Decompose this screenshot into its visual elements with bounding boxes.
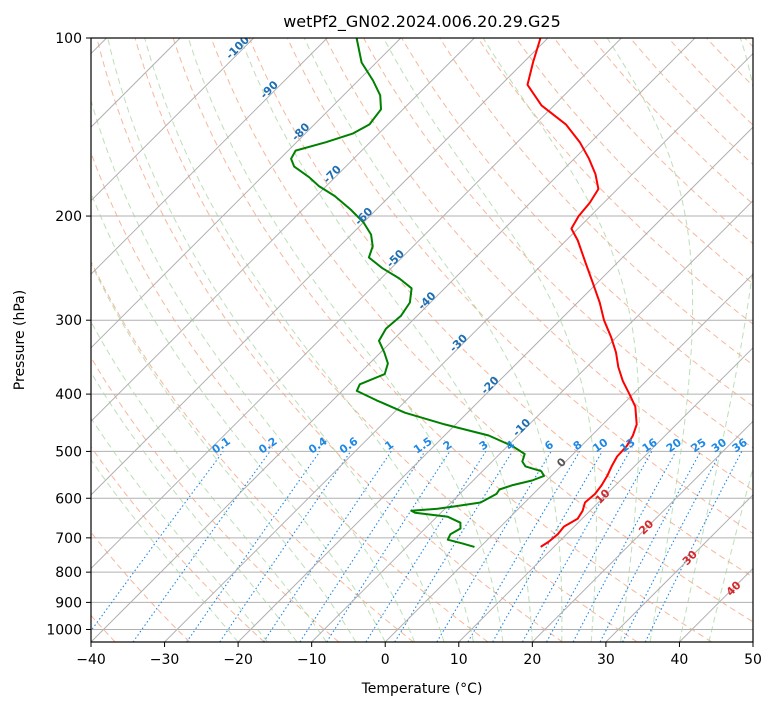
isotherm-line bbox=[311, 199, 753, 642]
mixing-ratio-line bbox=[394, 451, 513, 642]
mixing-ratio-line bbox=[91, 451, 224, 632]
dry-adiabat bbox=[210, 38, 753, 623]
pressure-gridlines bbox=[91, 38, 753, 630]
x-tick-label: 40 bbox=[671, 652, 689, 668]
isotherm-line bbox=[91, 38, 328, 275]
isotherm-line bbox=[91, 38, 475, 423]
mixing-ratio-line bbox=[299, 451, 426, 642]
y-tick-label: 400 bbox=[55, 387, 82, 403]
mixing-ratio-line bbox=[572, 451, 677, 642]
mixing-ratio-line bbox=[522, 451, 631, 642]
mixing-ratio-line bbox=[644, 451, 743, 642]
plot-area bbox=[91, 38, 753, 642]
moist-adiabats bbox=[91, 38, 753, 642]
moist-adiabat bbox=[187, 38, 504, 642]
isotherm-line bbox=[91, 38, 549, 496]
dry-adiabat bbox=[325, 38, 753, 491]
x-tick-label: 0 bbox=[381, 652, 390, 668]
sounding-series bbox=[290, 38, 638, 548]
moist-adiabat bbox=[708, 465, 753, 642]
dry-adiabat bbox=[629, 38, 753, 166]
moist-adiabat bbox=[678, 38, 753, 642]
moist-adiabat bbox=[91, 417, 268, 642]
dry-adiabat bbox=[515, 38, 753, 285]
x-tick-label: −10 bbox=[297, 652, 327, 668]
isotherm-line bbox=[91, 38, 255, 202]
y-tick-label: 100 bbox=[55, 31, 82, 47]
x-tick-label: −20 bbox=[223, 652, 253, 668]
isotherm-line bbox=[458, 347, 753, 642]
moist-adiabat bbox=[240, 38, 533, 642]
y-tick-label: 200 bbox=[55, 209, 82, 225]
x-tick-label: 20 bbox=[523, 652, 541, 668]
y-axis-ticks: 1000 900 800 700 600 500 400 300 200 100 bbox=[46, 31, 91, 638]
y-tick-label: 600 bbox=[55, 491, 82, 507]
chart-title: wetPf2_GN02.2024.006.20.29.G25 bbox=[283, 12, 561, 32]
dry-adiabat bbox=[134, 38, 638, 642]
temperature-line bbox=[526, 38, 638, 548]
isotherm-line bbox=[91, 38, 696, 642]
moist-adiabat bbox=[107, 38, 445, 642]
dry-adiabat bbox=[96, 38, 563, 642]
mixing-ratio-line bbox=[263, 451, 392, 642]
dry-adiabat bbox=[91, 260, 414, 642]
isotherms bbox=[91, 38, 753, 642]
isotherm-line bbox=[605, 494, 753, 642]
mixing-ratio-lines bbox=[91, 451, 743, 642]
y-tick-label: 300 bbox=[55, 313, 82, 329]
x-tick-label: 10 bbox=[450, 652, 468, 668]
plot-frame bbox=[90, 37, 754, 643]
dry-adiabat bbox=[91, 445, 265, 642]
dry-adiabat bbox=[286, 38, 753, 535]
mixing-ratio-line bbox=[546, 451, 653, 642]
dry-adiabat bbox=[401, 38, 753, 407]
x-tick-label: −40 bbox=[76, 652, 106, 668]
y-tick-label: 1000 bbox=[46, 622, 82, 638]
moist-adiabat bbox=[91, 371, 298, 642]
moist-adiabat bbox=[144, 38, 474, 642]
dewpoint-line bbox=[290, 38, 545, 548]
x-tick-label: 50 bbox=[744, 652, 762, 668]
x-axis-label: Temperature (°C) bbox=[361, 681, 483, 697]
isotherm-line bbox=[237, 126, 753, 642]
dry-adiabat bbox=[248, 38, 753, 578]
moist-adiabat bbox=[91, 458, 239, 642]
x-tick-label: 30 bbox=[597, 652, 615, 668]
isotherm-line bbox=[164, 52, 753, 642]
y-tick-label: 900 bbox=[55, 595, 82, 611]
x-axis-ticks: −40 −30 −20 −10 0 10 20 30 40 50 bbox=[76, 642, 762, 668]
y-axis-label: Pressure (hPa) bbox=[12, 290, 28, 390]
x-tick-label: −30 bbox=[150, 652, 180, 668]
mixing-ratio-line bbox=[186, 451, 321, 642]
moist-adiabat bbox=[91, 98, 416, 642]
dry-adiabat bbox=[477, 38, 753, 325]
isotherm-line bbox=[91, 38, 622, 570]
moist-adiabat bbox=[606, 38, 694, 642]
moist-adiabat bbox=[91, 262, 357, 642]
y-tick-label: 500 bbox=[55, 444, 82, 460]
moist-adiabat bbox=[303, 38, 563, 642]
y-tick-label: 800 bbox=[55, 565, 82, 581]
mixing-ratio-line bbox=[326, 451, 451, 642]
dry-adiabat bbox=[172, 38, 713, 642]
dry-adiabat bbox=[591, 38, 753, 205]
y-tick-label: 700 bbox=[55, 531, 82, 547]
isotherm-line bbox=[531, 420, 753, 642]
isotherm-line bbox=[384, 273, 753, 642]
isotherm-line bbox=[91, 38, 402, 349]
moist-adiabat bbox=[482, 38, 640, 642]
mixing-ratio-line bbox=[219, 451, 352, 642]
moist-adiabat bbox=[383, 38, 597, 642]
